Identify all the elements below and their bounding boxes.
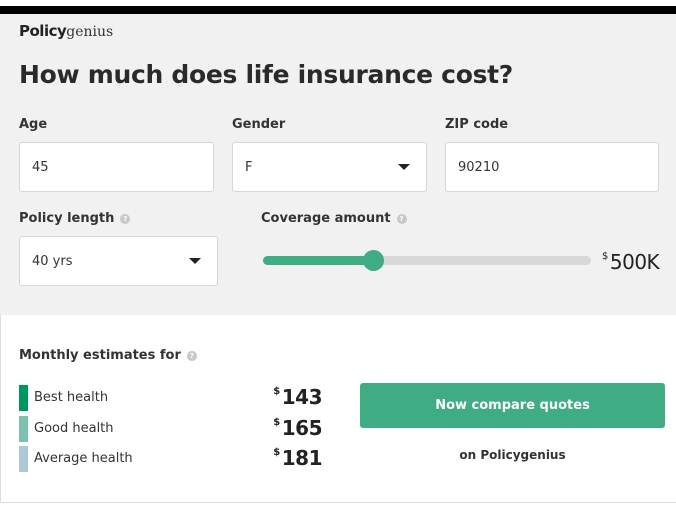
policygenius-logo: Policygenius: [19, 22, 113, 40]
zip-label: ZIP code: [445, 117, 509, 132]
age-label: Age: [19, 117, 48, 132]
currency-symbol: $: [273, 386, 280, 397]
estimates-title-text: Monthly estimates for: [19, 348, 181, 363]
color-swatch: [19, 416, 28, 442]
currency-symbol: $: [602, 251, 608, 262]
gender-value: F: [245, 159, 253, 175]
coverage-text: Coverage amount: [261, 211, 391, 226]
coverage-value: 500K: [609, 250, 660, 274]
currency-symbol: $: [273, 447, 280, 458]
help-icon[interactable]: ?: [186, 350, 197, 361]
price-value: 143: [281, 385, 323, 409]
gender-select[interactable]: F: [232, 142, 427, 192]
estimate-row: Good health $165: [19, 416, 323, 442]
cta-subtext: on Policygenius: [459, 448, 566, 462]
chevron-down-icon: [398, 164, 410, 170]
row-price: $181: [273, 446, 322, 470]
slider-fill: [263, 256, 373, 265]
top-bar: [0, 6, 676, 14]
policy-length-text: Policy length: [19, 211, 115, 226]
policy-length-label: Policy length?: [19, 211, 131, 226]
compare-quotes-button[interactable]: Now compare quotes: [360, 383, 665, 428]
estimates-section: [0, 315, 676, 503]
zip-field[interactable]: 90210: [445, 142, 659, 192]
help-icon[interactable]: ?: [396, 213, 407, 224]
row-price: $143: [273, 385, 322, 409]
coverage-amount: $500K: [602, 250, 660, 274]
chevron-down-icon: [189, 258, 201, 264]
coverage-slider[interactable]: [263, 250, 591, 271]
slider-thumb[interactable]: [362, 250, 384, 271]
help-icon[interactable]: ?: [120, 213, 131, 224]
policy-length-select[interactable]: 40 yrs: [19, 236, 218, 286]
color-swatch: [19, 385, 28, 411]
row-label: Good health: [34, 421, 114, 436]
currency-symbol: $: [273, 417, 280, 428]
estimate-row: Best health $143: [19, 385, 323, 411]
row-label: Best health: [34, 390, 109, 405]
row-price: $165: [273, 416, 322, 440]
estimate-row: Average health $181: [19, 446, 323, 472]
color-swatch: [19, 446, 28, 472]
estimates-title: Monthly estimates for?: [19, 348, 197, 363]
logo-bold: Policy: [19, 22, 67, 40]
gender-label: Gender: [232, 117, 286, 132]
page-title: How much does life insurance cost?: [19, 60, 513, 89]
price-value: 165: [281, 416, 323, 440]
zip-value: 90210: [458, 159, 500, 175]
age-value: 45: [32, 159, 49, 175]
coverage-label: Coverage amount?: [261, 211, 407, 226]
policy-length-value: 40 yrs: [32, 253, 73, 269]
row-label: Average health: [34, 451, 133, 466]
price-value: 181: [281, 446, 323, 470]
logo-light: genius: [66, 24, 114, 40]
age-field[interactable]: 45: [19, 142, 214, 192]
